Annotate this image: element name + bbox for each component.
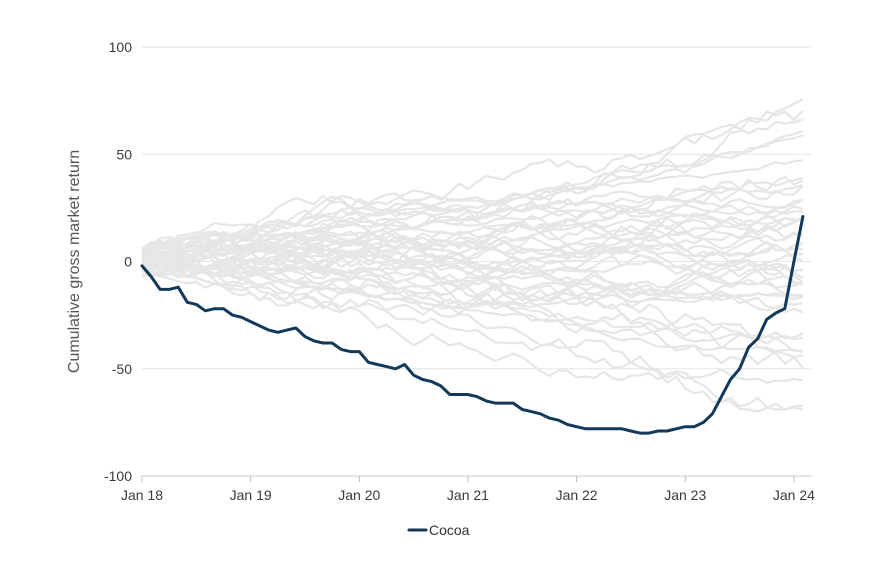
- series-line-cocoa: [140, 215, 805, 435]
- background-series-line: [141, 181, 804, 267]
- background-series-line: [141, 237, 804, 279]
- x-tick-label: Jan 22: [556, 487, 598, 503]
- background-series-line: [141, 214, 804, 271]
- background-series-line: [141, 118, 804, 255]
- background-series-line: [141, 253, 804, 312]
- background-series-line: [141, 235, 804, 276]
- background-series-line: [141, 265, 804, 343]
- x-tick-label: Jan 24: [773, 487, 815, 503]
- axes: 100 50 0 -50 -100 Jan 18 Jan 19 Jan 20 Jan 21 Jan…: [104, 39, 815, 503]
- y-axis-title: Cumulative gross market return: [66, 150, 83, 373]
- y-tick-label: 100: [109, 39, 133, 55]
- background-series-line: [141, 194, 804, 251]
- background-series-line: [141, 217, 804, 268]
- y-tick-label: 0: [124, 254, 132, 270]
- background-series-line: [141, 254, 804, 296]
- x-tick-label: Jan 20: [338, 487, 380, 503]
- highlight-series: [140, 215, 805, 435]
- y-tick-label: 50: [116, 146, 132, 162]
- background-series-line: [141, 267, 804, 314]
- background-series: [141, 98, 804, 413]
- y-tick-label: -100: [104, 468, 132, 484]
- legend: Cocoa: [407, 522, 470, 538]
- x-tick-label: Jan 23: [664, 487, 706, 503]
- x-tick-label: Jan 21: [447, 487, 489, 503]
- background-series-line: [141, 98, 804, 254]
- x-tick-label: Jan 18: [121, 487, 163, 503]
- legend-label-cocoa: Cocoa: [429, 522, 470, 538]
- y-tick-label: -50: [112, 361, 132, 377]
- background-series-line: [141, 234, 804, 365]
- x-tick-label: Jan 19: [230, 487, 272, 503]
- background-series-line: [141, 257, 804, 384]
- background-series-line: [141, 209, 803, 250]
- background-series-line: [141, 247, 803, 413]
